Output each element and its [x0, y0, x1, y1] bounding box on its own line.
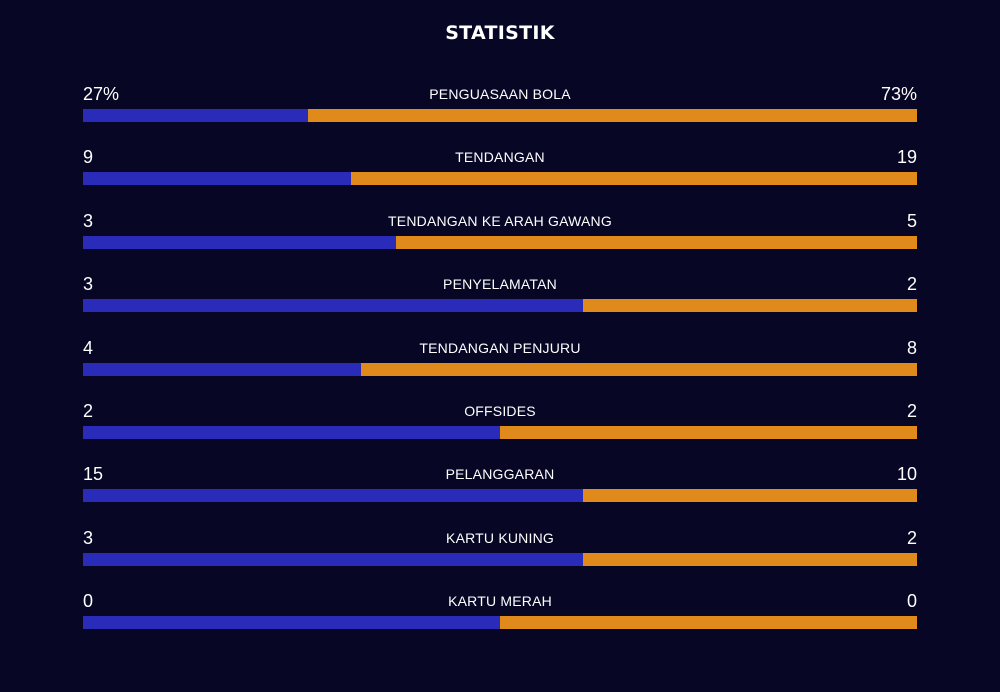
- comparison-bar: [83, 172, 917, 186]
- away-value: 73%: [880, 84, 917, 104]
- home-value: 0: [83, 591, 94, 612]
- comparison-bar: [83, 299, 917, 313]
- home-bar-segment: [83, 489, 584, 503]
- home-bar-segment: [83, 299, 584, 313]
- away-bar-segment: [351, 172, 917, 186]
- home-value: 3: [83, 210, 94, 231]
- comparison-bar: [83, 489, 917, 503]
- away-bar-segment: [395, 235, 917, 249]
- away-bar-segment: [360, 362, 917, 376]
- stat-row-red-cards: 0 KARTU MERAH 0: [83, 590, 917, 640]
- home-value: 3: [83, 527, 94, 548]
- home-bar-segment: [83, 109, 309, 122]
- away-bar-segment: [583, 489, 917, 503]
- stat-label: PENGUASAAN BOLA: [429, 86, 571, 102]
- stat-label: PENYELAMATAN: [443, 276, 557, 293]
- away-bar-segment: [583, 552, 917, 566]
- stat-row-shots: 9 TENDANGAN 19: [83, 146, 917, 196]
- away-value: 2: [906, 401, 917, 421]
- home-bar-segment: [83, 552, 584, 566]
- stat-row-corners: 4 TENDANGAN PENJURU 8: [83, 337, 917, 387]
- comparison-bar: [83, 616, 917, 630]
- stat-row-offsides: 2 OFFSIDES 2: [83, 400, 917, 450]
- away-value: 2: [906, 274, 917, 295]
- comparison-bar: [83, 109, 917, 122]
- home-bar-segment: [83, 362, 361, 376]
- home-value: 9: [83, 147, 94, 168]
- stat-row-saves: 3 PENYELAMATAN 2: [83, 273, 917, 323]
- away-bar-segment: [500, 426, 917, 439]
- home-bar-segment: [83, 235, 396, 249]
- away-bar-segment: [583, 299, 917, 313]
- stat-row-yellow-cards: 3 KARTU KUNING 2: [83, 527, 917, 577]
- stat-row-fouls: 15 PELANGGARAN 10: [83, 463, 917, 513]
- comparison-bar: [83, 552, 917, 566]
- stat-label: OFFSIDES: [464, 403, 536, 419]
- home-value: 4: [83, 337, 94, 358]
- home-bar-segment: [83, 172, 352, 186]
- away-value: 19: [896, 147, 917, 168]
- away-value: 10: [896, 464, 917, 485]
- stat-label: TENDANGAN: [455, 149, 545, 166]
- comparison-bar: [83, 426, 917, 439]
- away-value: 8: [906, 337, 917, 358]
- away-value: 2: [906, 527, 917, 548]
- stat-label: KARTU MERAH: [448, 593, 552, 610]
- stat-row-possession: 27% PENGUASAAN BOLA 73%: [83, 83, 917, 133]
- stat-row-shots-on-target: 3 TENDANGAN KE ARAH GAWANG 5: [83, 210, 917, 260]
- comparison-bar: [83, 362, 917, 376]
- stat-label: TENDANGAN KE ARAH GAWANG: [388, 212, 612, 229]
- stat-label: KARTU KUNING: [446, 529, 554, 546]
- home-bar-segment: [83, 426, 500, 439]
- stat-label: PELANGGARAN: [445, 466, 555, 483]
- home-value: 2: [83, 401, 94, 421]
- comparison-bar: [83, 235, 917, 249]
- home-value: 3: [83, 274, 94, 295]
- away-value: 5: [906, 210, 917, 231]
- panel-title: STATISTIK: [445, 22, 555, 44]
- home-bar-segment: [83, 616, 500, 630]
- stat-label: TENDANGAN PENJURU: [419, 339, 581, 356]
- away-value: 0: [906, 591, 917, 612]
- home-value: 15: [83, 464, 104, 485]
- away-bar-segment: [308, 109, 917, 122]
- home-value: 27%: [83, 84, 120, 104]
- away-bar-segment: [500, 616, 917, 630]
